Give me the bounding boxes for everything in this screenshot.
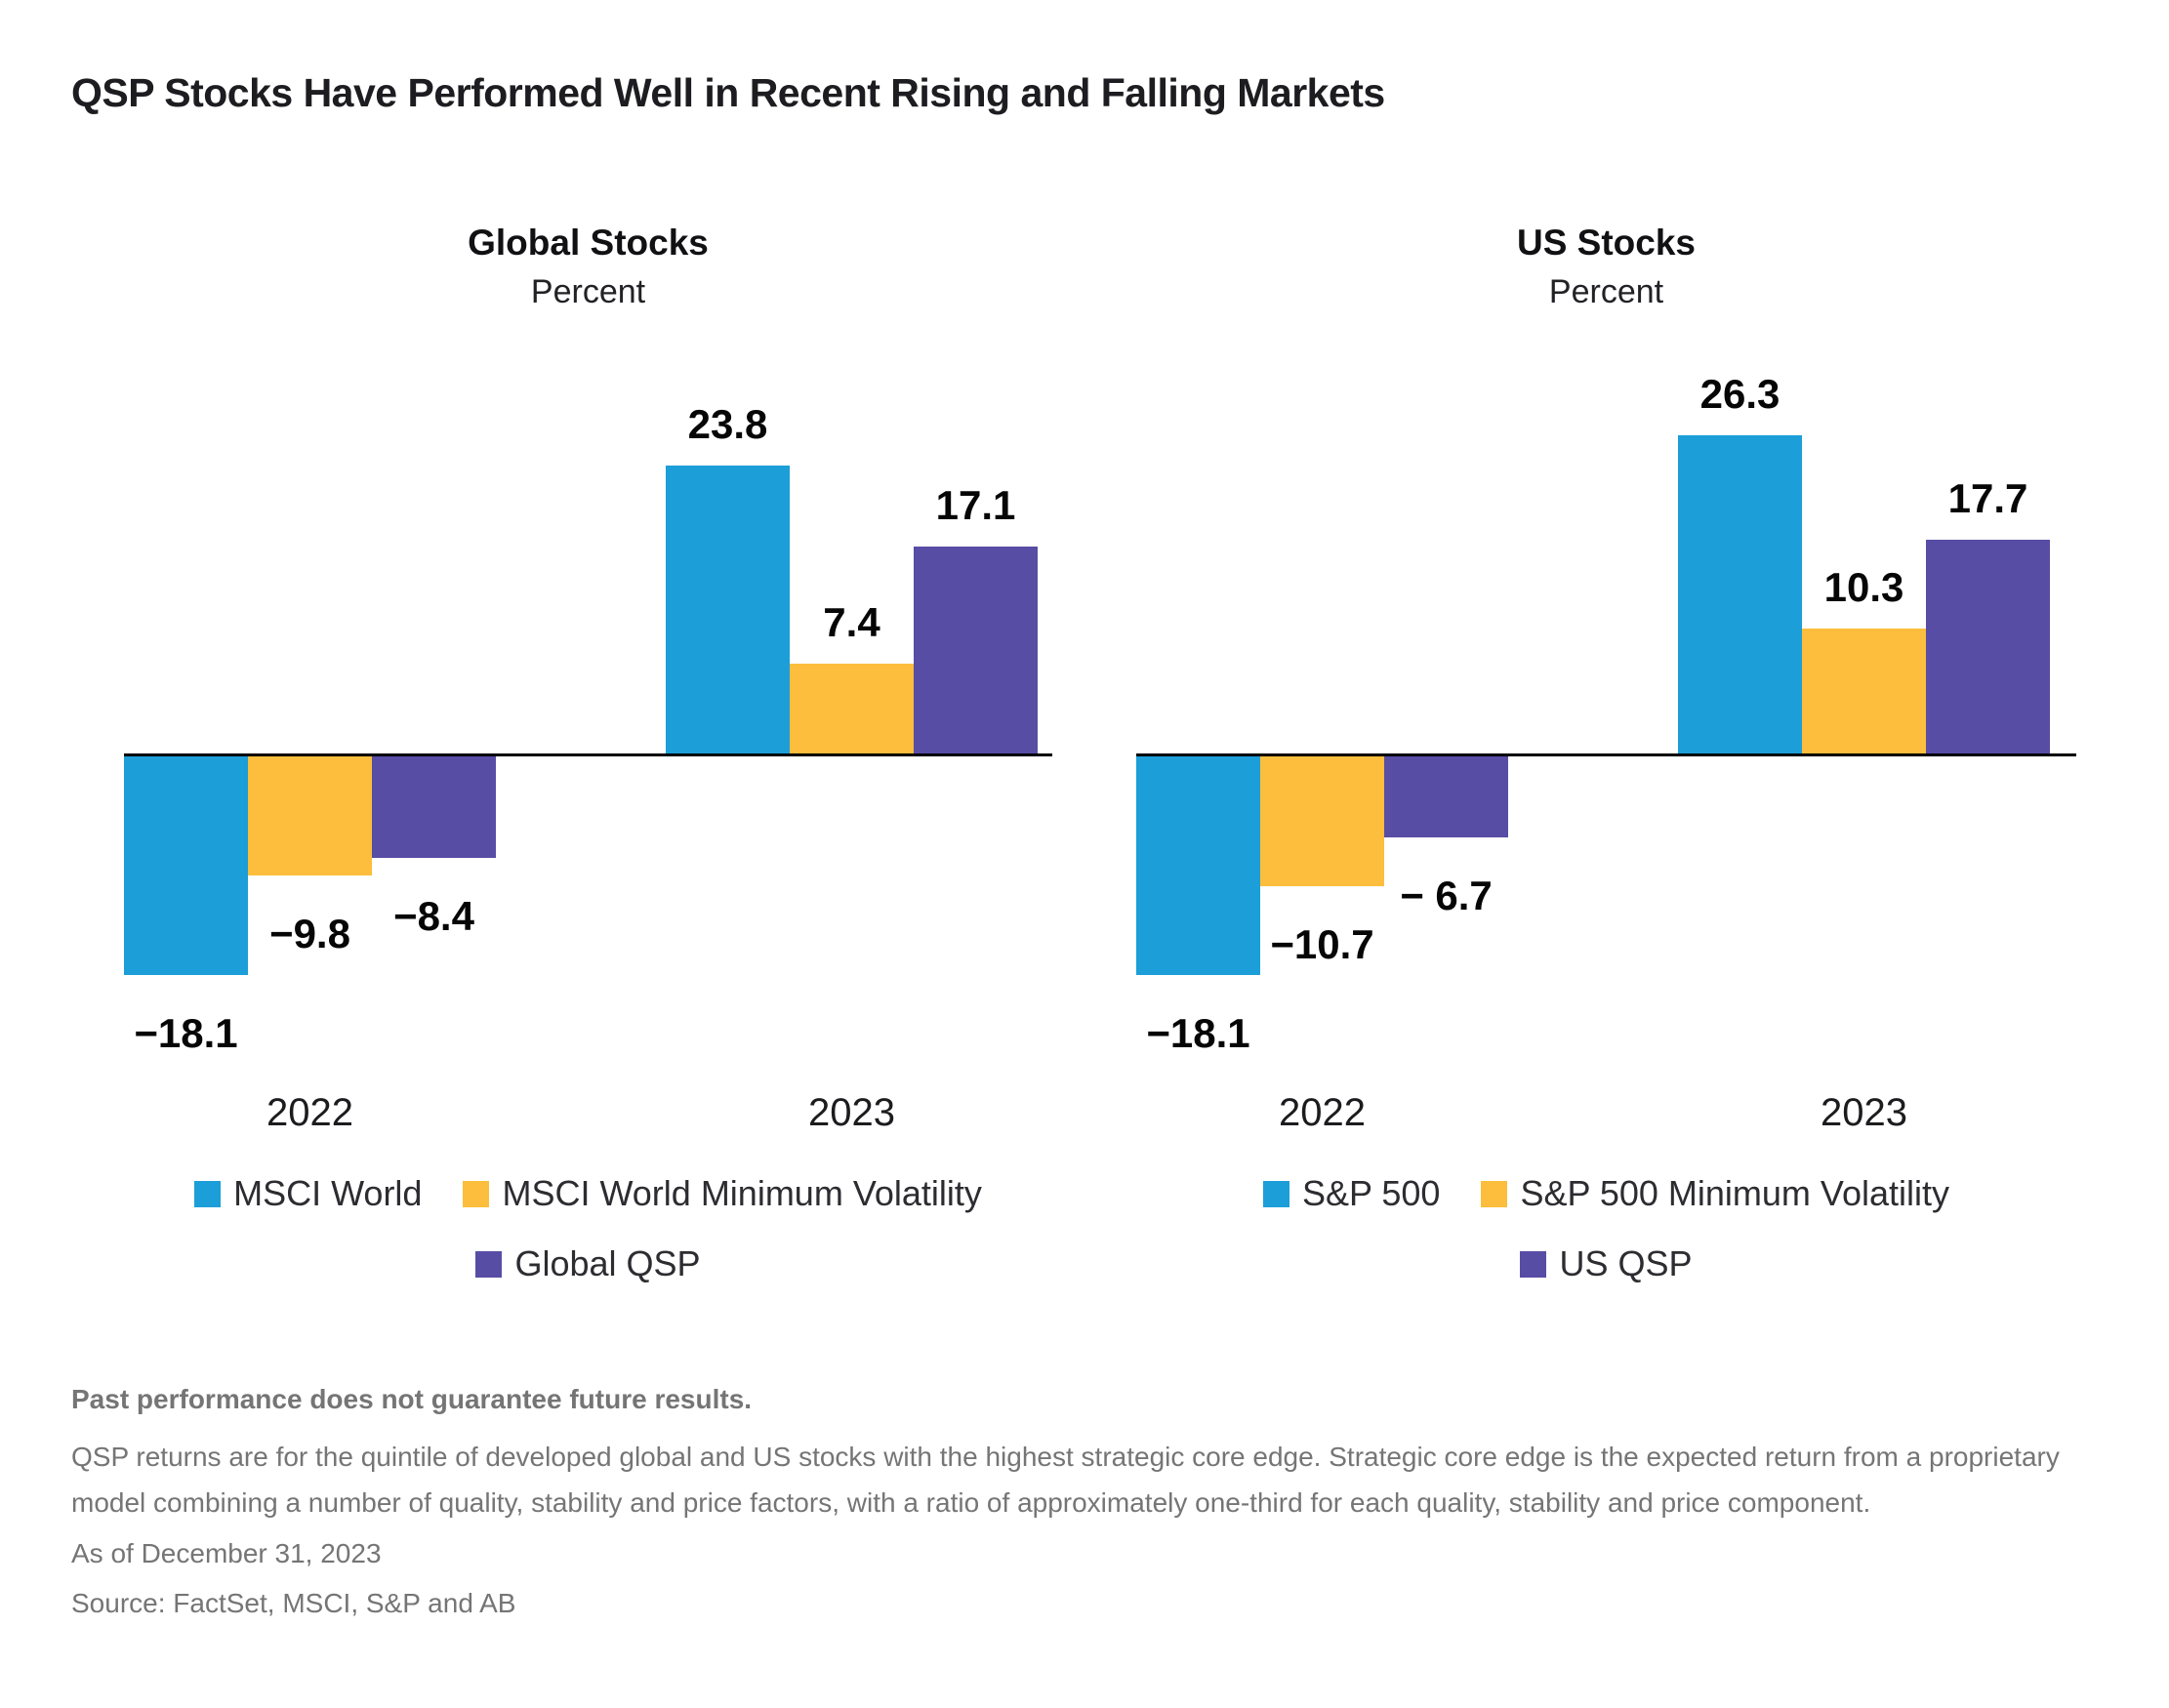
bar-global-qsp-2022 xyxy=(372,756,496,858)
bar-msci-world-minimum-volatility-2022 xyxy=(248,756,372,875)
footer-methodology-note: QSP returns are for the quintile of deve… xyxy=(71,1442,2060,1518)
footer: Past performance does not guarantee futu… xyxy=(71,1384,2113,1638)
legend-label: Global QSP xyxy=(514,1243,701,1283)
legend-row-1: S&P 500 S&P 500 Minimum Volatility xyxy=(1136,1173,2076,1214)
value-label: −9.8 xyxy=(269,911,350,956)
legend-label: S&P 500 Minimum Volatility xyxy=(1520,1173,1949,1213)
legend-swatch-icon xyxy=(1520,1250,1547,1278)
value-label: − 6.7 xyxy=(1400,873,1493,918)
value-label: −8.4 xyxy=(393,893,474,939)
legend-item-us-qsp: US QSP xyxy=(1520,1243,1693,1284)
bar-s-p-500-2022 xyxy=(1136,756,1260,975)
value-label: −18.1 xyxy=(134,1010,238,1056)
bar-s-p-500-minimum-volatility-2023 xyxy=(1802,629,1926,753)
x-axis-label-2022: 2022 xyxy=(266,1091,353,1134)
footer-source: Source: FactSet, MSCI, S&P and AB xyxy=(71,1588,516,1618)
footer-as-of-date: As of December 31, 2023 xyxy=(71,1538,382,1568)
value-label: 17.7 xyxy=(1947,475,2028,521)
x-axis-line xyxy=(1136,753,2076,756)
legend-label: US QSP xyxy=(1559,1243,1693,1283)
legend-item-global-qsp: Global QSP xyxy=(475,1243,701,1284)
chart-subtitle: Percent xyxy=(530,273,646,310)
legend-swatch-icon xyxy=(1263,1180,1289,1207)
legend-item-s-p-500-minimum-volatility: S&P 500 Minimum Volatility xyxy=(1481,1173,1949,1214)
legend-row-2: US QSP xyxy=(1136,1243,2076,1284)
x-axis-label-2022: 2022 xyxy=(1279,1091,1366,1134)
value-label: 26.3 xyxy=(1699,371,1780,417)
chart-panel-global-stocks: Global Stocks Percent −18.1 −9.8 −8.4 23.8 7… xyxy=(124,195,1052,1327)
legend-swatch-icon xyxy=(1481,1180,1508,1207)
chart-subtitle: Percent xyxy=(1548,273,1664,310)
legend-label: MSCI World Minimum Volatility xyxy=(502,1173,982,1213)
legend-swatch-icon xyxy=(475,1250,503,1278)
plot-area: −18.1 −9.8 −8.4 23.8 7.4 17.1 xyxy=(124,371,1052,1056)
footer-disclaimer: Past performance does not guarantee futu… xyxy=(71,1384,753,1414)
legend-row-2: Global QSP xyxy=(124,1243,1052,1284)
bar-us-qsp-2022 xyxy=(1384,756,1508,837)
chart-title: US Stocks xyxy=(1516,223,1696,263)
page-title: QSP Stocks Have Performed Well in Recent… xyxy=(71,70,1385,115)
value-label: 10.3 xyxy=(1823,564,1904,610)
legend-swatch-icon xyxy=(194,1180,222,1207)
x-axis-label-2023: 2023 xyxy=(808,1091,895,1134)
plot-area: −18.1 −10.7 − 6.7 26.3 10.3 17.7 xyxy=(1136,371,2076,1056)
bar-msci-world-2022 xyxy=(124,756,248,975)
legend-label: S&P 500 xyxy=(1302,1173,1441,1213)
bar-s-p-500-minimum-volatility-2022 xyxy=(1260,756,1384,886)
bar-msci-world-minimum-volatility-2023 xyxy=(790,664,914,753)
x-axis-line xyxy=(124,753,1052,756)
legend-item-s-p-500: S&P 500 xyxy=(1263,1173,1440,1214)
legend-label: MSCI World xyxy=(233,1173,423,1213)
value-label: −10.7 xyxy=(1270,921,1374,967)
bar-us-qsp-2023 xyxy=(1926,540,2050,753)
legend-swatch-icon xyxy=(463,1180,490,1207)
legend-item-msci-world: MSCI World xyxy=(194,1173,422,1214)
value-label: 17.1 xyxy=(935,482,1016,528)
chart-title: Global Stocks xyxy=(468,223,709,263)
value-label: 23.8 xyxy=(687,401,768,447)
value-label: −18.1 xyxy=(1146,1010,1250,1056)
bar-msci-world-2023 xyxy=(666,466,790,753)
bar-s-p-500-2023 xyxy=(1678,435,1802,753)
x-axis-label-2023: 2023 xyxy=(1821,1091,1907,1134)
value-label: 7.4 xyxy=(823,599,880,645)
bar-global-qsp-2023 xyxy=(914,547,1038,753)
legend-item-msci-world-minimum-volatility: MSCI World Minimum Volatility xyxy=(463,1173,982,1214)
chart-panel-us-stocks: US Stocks Percent −18.1 −10.7 − 6.7 26.3 10.… xyxy=(1136,195,2076,1327)
legend-row-1: MSCI World MSCI World Minimum Volatility xyxy=(124,1173,1052,1214)
